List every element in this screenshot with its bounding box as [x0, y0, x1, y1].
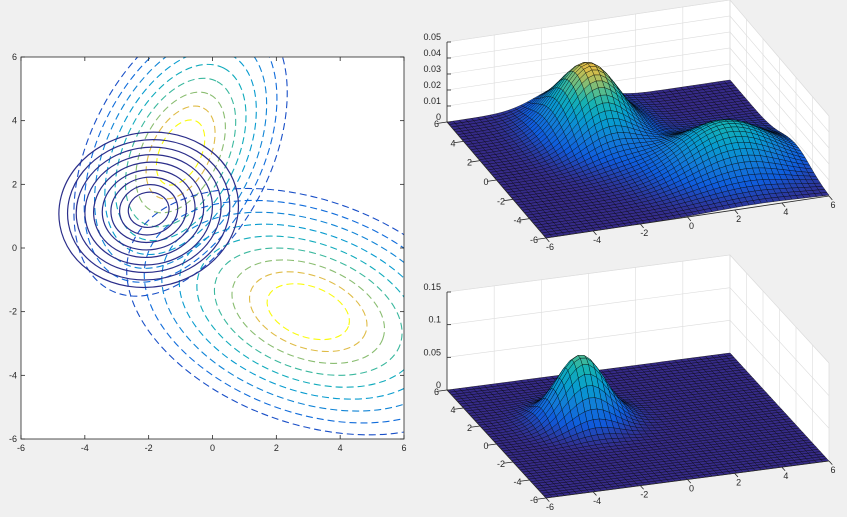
surface-ztick-label: 0.05	[423, 347, 441, 357]
contour-xtick-label: 2	[274, 443, 279, 453]
contour-ytick-label: -2	[9, 307, 17, 317]
surface-xtick-label: -2	[640, 490, 648, 500]
surface-ytick-label: 4	[450, 138, 455, 148]
contour-ytick-label: -6	[9, 434, 17, 444]
contour-xtick-label: -6	[17, 443, 25, 453]
surface-xtick-label: 2	[736, 477, 741, 487]
surface-ztick-label: 0.01	[423, 96, 441, 106]
contour-xtick-label: -4	[81, 443, 89, 453]
surface-ytick-label: 2	[467, 158, 472, 168]
surface-xtick-label: 6	[830, 465, 835, 475]
surface-xtick-label: 4	[783, 471, 788, 481]
contour-ytick-label: -4	[9, 370, 17, 380]
surface-ytick-label: -6	[530, 235, 538, 245]
surface-ztick-label: 0.05	[423, 32, 441, 42]
contour-xtick-label: 0	[210, 443, 215, 453]
surface-xtick-label: 0	[689, 484, 694, 494]
surface-ztick-label: 0	[436, 380, 441, 390]
contour-xtick-label: 4	[338, 443, 343, 453]
surface-ytick-label: 0	[483, 177, 488, 187]
surface-ytick-label: -2	[497, 196, 505, 206]
surface-xtick-label: 0	[689, 221, 694, 231]
surface-ytick-label: 4	[450, 405, 455, 415]
surface-ztick-label: 0.03	[423, 64, 441, 74]
surface-ztick-label: 0.04	[423, 48, 441, 58]
surface-xtick-label: 2	[736, 214, 741, 224]
surface-ztick-label: 0.1	[428, 315, 441, 325]
contour-ytick-label: 6	[12, 52, 17, 62]
surface-ytick-label: -2	[497, 459, 505, 469]
surface-ztick-label: 0.15	[423, 282, 441, 292]
surface-xtick-label: -4	[593, 235, 601, 245]
surface-ztick-label: 0	[436, 112, 441, 122]
contour-ytick-label: 2	[12, 179, 17, 189]
surface-xtick-label: -6	[546, 502, 554, 512]
surface-ytick-label: 2	[467, 423, 472, 433]
surface-xtick-label: 6	[830, 200, 835, 210]
surface-ytick-label: -6	[530, 495, 538, 505]
surface-ytick-label: -4	[513, 216, 521, 226]
contour-ytick-label: 0	[12, 243, 17, 253]
surface-xtick-label: 4	[783, 207, 788, 217]
surface-ztick-label: 0.02	[423, 80, 441, 90]
contour-ytick-label: 4	[12, 116, 17, 126]
surface-axes-top: -6-4-20246-6-4-2024600.010.020.030.040.0…	[423, 0, 835, 252]
surface-ytick-label: 0	[483, 441, 488, 451]
surface-xtick-label: -6	[546, 242, 554, 252]
contour-xtick-label: -2	[145, 443, 153, 453]
surface-xtick-label: -2	[640, 228, 648, 238]
contour-xtick-label: 6	[401, 443, 406, 453]
surface-ytick-label: -4	[513, 477, 521, 487]
surface-xtick-label: -4	[593, 496, 601, 506]
